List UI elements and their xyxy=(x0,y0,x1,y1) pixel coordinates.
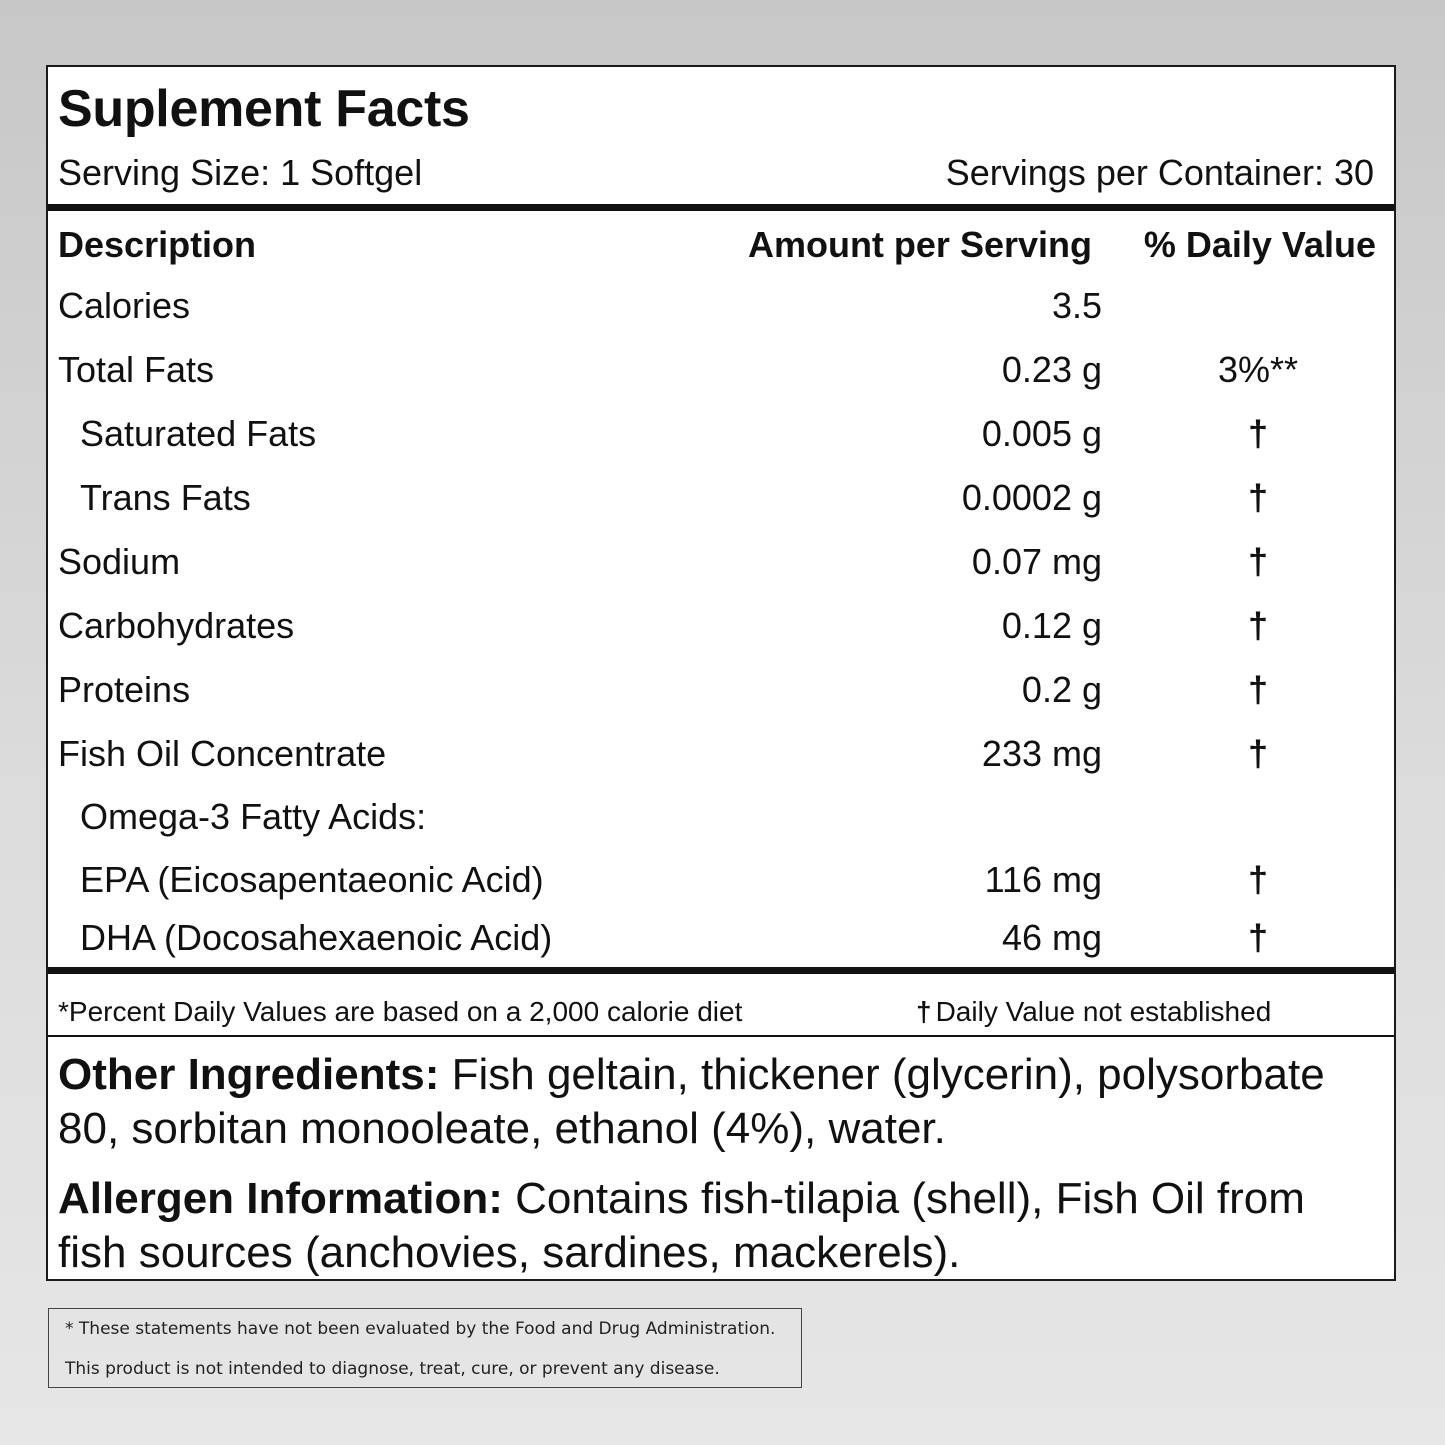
row-amount: 116 mg xyxy=(984,859,1102,900)
row-amount: 0.0002 g xyxy=(961,477,1102,518)
table-row-calories: Calories 3.5 xyxy=(48,281,1394,331)
other-ingredients: Other Ingredients: Fish geltain, thicken… xyxy=(58,1048,1378,1156)
table-row-sodium: Sodium 0.07 mg † xyxy=(48,537,1394,587)
table-row-carbohydrates: Carbohydrates 0.12 g † xyxy=(48,601,1394,651)
table-row-proteins: Proteins 0.2 g † xyxy=(48,665,1394,715)
fda-disclaimer-box: * These statements have not been evaluat… xyxy=(48,1308,802,1388)
column-header-amount: Amount per Serving xyxy=(747,224,1092,265)
servings-per-container: Servings per Container: 30 xyxy=(945,152,1374,193)
row-description: Omega-3 Fatty Acids: xyxy=(80,796,427,837)
other-ingredients-text: Fish geltain, thickener (glycerin), poly… xyxy=(58,1050,1325,1153)
row-description: Trans Fats xyxy=(80,477,251,518)
panel-title: Suplement Facts xyxy=(58,80,470,138)
allergen-information: Allergen Information: Contains fish-tila… xyxy=(58,1172,1378,1280)
supplement-facts-panel: Suplement Facts Serving Size: 1 Softgel … xyxy=(46,65,1396,1281)
row-daily-value: 3%** xyxy=(1217,349,1299,390)
bottom-thick-divider xyxy=(48,967,1394,974)
table-row-fish-oil: Fish Oil Concentrate 233 mg † xyxy=(48,729,1394,779)
table-row-saturated-fats: Saturated Fats 0.005 g † xyxy=(48,409,1394,459)
dagger-footnote-text: Daily Value not established xyxy=(935,996,1272,1027)
row-description: DHA (Docosahexaenoic Acid) xyxy=(80,917,553,958)
dagger-icon: † xyxy=(1247,669,1269,710)
dagger-footnote: † Daily Value not established xyxy=(916,992,1271,1032)
row-description: Sodium xyxy=(58,541,181,582)
percent-daily-footnote: *Percent Daily Values are based on a 2,0… xyxy=(58,996,743,1027)
allergen-text: Contains fish-tilapia (shell), Fish Oil … xyxy=(58,1174,1305,1277)
row-amount: 0.12 g xyxy=(1001,605,1102,646)
row-amount: 46 mg xyxy=(1001,917,1102,958)
row-description: EPA (Eicosapentaeonic Acid) xyxy=(80,859,544,900)
row-description: Proteins xyxy=(58,669,191,710)
table-row-dha: DHA (Docosahexaenoic Acid) 46 mg † xyxy=(48,913,1394,963)
row-description: Calories xyxy=(58,285,191,326)
row-amount: 0.07 mg xyxy=(971,541,1102,582)
column-header-daily-value: % Daily Value xyxy=(1143,224,1376,265)
other-ingredients-heading: Other Ingredients: xyxy=(58,1050,440,1099)
table-row-epa: EPA (Eicosapentaeonic Acid) 116 mg † xyxy=(48,855,1394,905)
footnote-divider xyxy=(48,1035,1394,1037)
row-description: Total Fats xyxy=(58,349,215,390)
dagger-icon: † xyxy=(916,996,932,1027)
row-description: Carbohydrates xyxy=(58,605,295,646)
row-amount: 0.005 g xyxy=(981,413,1102,454)
row-amount: 0.2 g xyxy=(1021,669,1102,710)
dagger-icon: † xyxy=(1247,541,1269,582)
fda-disclaimer-line-2: This product is not intended to diagnose… xyxy=(65,1359,720,1379)
fda-disclaimer-line-1: * These statements have not been evaluat… xyxy=(65,1319,776,1339)
row-description: Saturated Fats xyxy=(80,413,317,454)
serving-size: Serving Size: 1 Softgel xyxy=(58,152,423,193)
allergen-heading: Allergen Information: xyxy=(58,1174,503,1223)
dagger-icon: † xyxy=(1247,859,1269,900)
dagger-icon: † xyxy=(1247,733,1269,774)
table-row-omega-3: Omega-3 Fatty Acids: xyxy=(48,792,1394,842)
dagger-icon: † xyxy=(1247,477,1269,518)
column-header-description: Description xyxy=(58,224,257,265)
dagger-icon: † xyxy=(1247,917,1269,958)
dagger-icon: † xyxy=(1247,605,1269,646)
row-amount: 0.23 g xyxy=(1001,349,1102,390)
top-thick-divider xyxy=(48,204,1394,211)
row-amount: 233 mg xyxy=(981,733,1102,774)
table-row-trans-fats: Trans Fats 0.0002 g † xyxy=(48,473,1394,523)
table-row-total-fats: Total Fats 0.23 g 3%** xyxy=(48,345,1394,395)
row-amount: 3.5 xyxy=(1051,285,1102,326)
row-description: Fish Oil Concentrate xyxy=(58,733,387,774)
dagger-icon: † xyxy=(1247,413,1269,454)
